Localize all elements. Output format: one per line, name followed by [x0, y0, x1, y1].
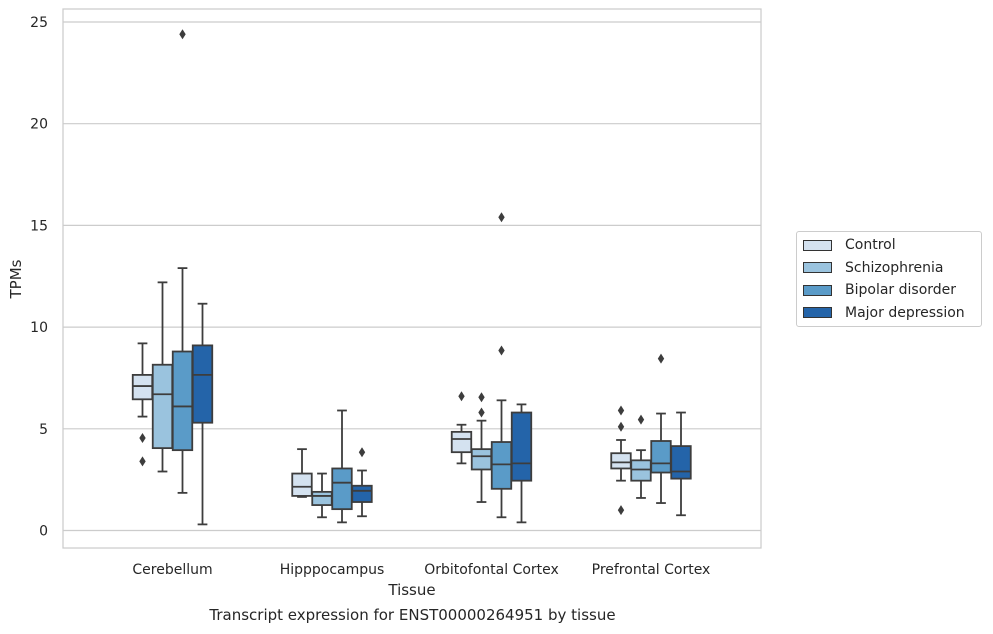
- box-iqr: [510, 411, 533, 482]
- box-groups: [131, 29, 692, 526]
- x-tick-label-orbitofontal-cortex: Orbitofontal Cortex: [424, 562, 559, 578]
- box-iqr: [670, 445, 692, 480]
- legend-swatch: [803, 262, 832, 273]
- x-tick-label-prefrontal-cortex: Prefrontal Cortex: [592, 562, 711, 578]
- box-major-depression-hipppocampus: [351, 447, 373, 518]
- y-axis-ticks: 0 5 10 15 20 25: [30, 15, 48, 540]
- box-control-cerebellum: [131, 342, 154, 467]
- y-tick-label-5: 5: [39, 422, 48, 438]
- box-iqr: [490, 441, 513, 490]
- box-iqr: [331, 467, 353, 511]
- y-tick-label-10: 10: [30, 320, 48, 336]
- plot-frame: [62, 8, 762, 549]
- box-iqr: [610, 452, 632, 470]
- box-control-hipppocampus: [291, 448, 313, 498]
- outlier-point: [478, 392, 485, 403]
- box-bipolar-disorder-cerebellum: [171, 29, 194, 494]
- outlier-point: [458, 391, 465, 402]
- outlier-point: [478, 407, 485, 418]
- box-iqr: [351, 484, 373, 503]
- x-axis-ticks: Cerebellum Hipppocampus Orbitofontal Corte…: [132, 562, 710, 578]
- box-schizophrenia-cerebellum: [151, 281, 174, 473]
- box-iqr: [171, 350, 194, 452]
- y-tick-label-15: 15: [30, 218, 48, 234]
- outlier-point: [617, 421, 625, 432]
- box-schizophrenia-hipppocampus: [311, 472, 333, 519]
- outlier-point: [498, 345, 505, 356]
- legend-label: Schizophrenia: [845, 259, 944, 276]
- y-tick-label-20: 20: [30, 117, 48, 133]
- x-axis-label: Tissue: [387, 581, 435, 599]
- box-bipolar-disorder-hipppocampus: [331, 409, 353, 524]
- box-schizophrenia-orbitofontal-cortex: [470, 392, 493, 503]
- box-iqr: [311, 490, 333, 506]
- box-iqr: [630, 459, 652, 482]
- box-major-depression-orbitofontal-cortex: [510, 403, 533, 524]
- outlier-point: [617, 505, 625, 516]
- box-control-prefrontal-cortex: [610, 405, 632, 516]
- box-schizophrenia-prefrontal-cortex: [630, 414, 652, 499]
- box-control-orbitofontal-cortex: [450, 391, 473, 465]
- box-iqr: [291, 472, 313, 497]
- legend-label: Bipolar disorder: [845, 282, 957, 298]
- y-tick-label-0: 0: [39, 524, 48, 540]
- x-tick-label-hipppocampus: Hipppocampus: [280, 562, 385, 578]
- box-iqr: [151, 363, 174, 450]
- outlier-point: [358, 447, 366, 458]
- box-iqr: [131, 373, 154, 401]
- outlier-point: [498, 212, 505, 223]
- legend-item-major-depression: Major depression: [803, 303, 965, 323]
- box-bipolar-disorder-prefrontal-cortex: [650, 353, 672, 504]
- outlier-point: [139, 456, 146, 467]
- x-tick-label-cerebellum: Cerebellum: [132, 562, 212, 578]
- box-major-depression-prefrontal-cortex: [670, 411, 692, 517]
- box-iqr: [650, 440, 672, 474]
- chart-caption: Transcript expression for ENST0000026495…: [209, 606, 616, 624]
- outlier-point: [179, 29, 186, 40]
- outlier-point: [139, 432, 146, 443]
- box-iqr: [191, 344, 214, 424]
- legend-label: Major depression: [845, 304, 965, 321]
- legend-item-control: Control: [803, 235, 896, 255]
- legend-swatch: [803, 239, 832, 251]
- box-iqr: [450, 430, 473, 454]
- legend-swatch: [803, 284, 832, 296]
- outlier-point: [617, 405, 625, 416]
- box-iqr: [470, 448, 493, 471]
- legend-item-bipolar-disorder: Bipolar disorder: [803, 280, 956, 300]
- y-tick-label-25: 25: [30, 15, 48, 31]
- legend-label: Control: [845, 237, 896, 253]
- box-major-depression-cerebellum: [191, 302, 214, 526]
- box-bipolar-disorder-orbitofontal-cortex: [490, 212, 513, 519]
- y-axis-label: TPMs: [7, 259, 25, 299]
- legend-item-schizophrenia: Schizophrenia: [803, 258, 943, 278]
- legend-swatch: [803, 307, 832, 318]
- outlier-point: [637, 414, 645, 425]
- outlier-point: [657, 353, 665, 364]
- legend: Control Schizophrenia Bipolar disorder Majo…: [796, 231, 982, 327]
